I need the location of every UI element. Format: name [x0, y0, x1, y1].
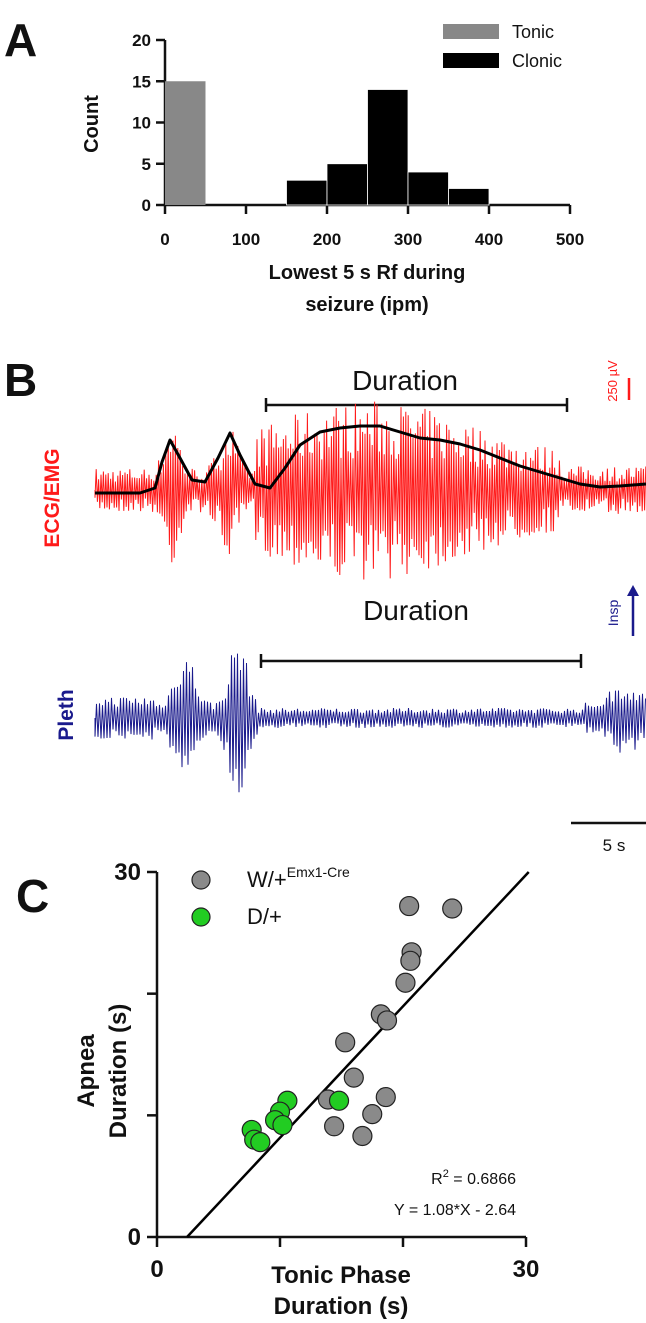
- arrow-up-icon: [627, 585, 639, 596]
- pleth-scale-label: Insp: [605, 600, 621, 627]
- scatter-point-d-group: [328, 1090, 350, 1111]
- legend-marker-d-group: [191, 907, 211, 927]
- scatter-point-w-group: [395, 972, 416, 993]
- panel-a-y-tick-label: 10: [132, 114, 151, 133]
- scatter-point-w-group: [400, 950, 421, 971]
- legend-swatch-tonic: [443, 24, 499, 39]
- scatter-point-w-group: [399, 895, 420, 917]
- panel-c-x-axis-label-line1: Tonic Phase: [271, 1262, 411, 1289]
- time-scale-label: 5 s: [603, 836, 626, 855]
- panel-c-x-axis-label-line2: Duration (s): [274, 1293, 409, 1320]
- r-squared-main: R: [431, 1171, 443, 1188]
- histogram-bar-clonic: [367, 89, 409, 206]
- duration-label-bottom: Duration: [363, 595, 469, 626]
- panel-c-y-tick-label: 30: [114, 859, 141, 886]
- legend-swatch-clonic: [443, 53, 499, 68]
- legend-marker-w-group: [191, 870, 211, 890]
- panel-a-bars: [165, 81, 490, 206]
- time-scale-bar: 5 s: [571, 821, 646, 855]
- r-squared-value: = 0.6866: [449, 1171, 516, 1188]
- panel-a-y-tick-label: 0: [142, 196, 151, 215]
- panel-a-x-tick-label: 500: [556, 230, 584, 249]
- scatter-point-d-group: [250, 1131, 271, 1153]
- ecg-scale-bar: 250 µV: [605, 360, 631, 402]
- panel-a-x-tick-label: 300: [394, 230, 422, 249]
- legend-label-w-main: W/+: [247, 867, 287, 892]
- pleth-trace: [94, 653, 646, 793]
- ecg-scale-label: 250 µV: [605, 360, 620, 402]
- panel-a-x-tick-label: 0: [160, 230, 169, 249]
- panel-a-x-tick-label: 400: [475, 230, 503, 249]
- scatter-point-w-group: [352, 1125, 373, 1147]
- legend-label-d-group: D/+: [247, 904, 282, 929]
- panel-c-axes: 0 30 0 30: [114, 859, 539, 1283]
- histogram-bar-clonic: [407, 171, 449, 206]
- panel-label-b: B: [4, 354, 37, 406]
- panel-a-y-tick-label: 15: [132, 72, 151, 91]
- panel-label-c: C: [16, 870, 49, 922]
- panel-a-y-tick-label: 5: [142, 155, 151, 174]
- panel-a-x-axis-label-line2: seizure (ipm): [305, 294, 428, 316]
- scatter-point-w-group: [335, 1032, 356, 1053]
- panel-c-y-axis-label-line1: Apnea: [73, 1034, 100, 1108]
- histogram-bar-tonic: [165, 81, 206, 205]
- panel-a-x-tick-label: 100: [232, 230, 260, 249]
- duration-bracket-bottom: Duration: [259, 595, 583, 668]
- panel-c-legend: W/+Emx1-Cre D/+: [191, 864, 350, 929]
- legend-label-clonic: Clonic: [512, 51, 562, 71]
- ecg-envelope-trace: [95, 424, 646, 495]
- scatter-point-w-group: [442, 898, 463, 919]
- panel-a-x-axis-label-line1: Lowest 5 s Rf during: [269, 262, 466, 284]
- pleth-channel-label: Pleth: [55, 689, 78, 740]
- histogram-bar-clonic: [286, 179, 328, 206]
- r-squared-annotation: R2 = 0.6866: [431, 1168, 516, 1188]
- panel-c-x-tick-label: 30: [513, 1256, 540, 1283]
- ecg-emg-trace: [94, 401, 646, 580]
- legend-label-w-group: W/+Emx1-Cre: [247, 864, 350, 892]
- panel-c-y-axis-label-line2: Duration (s): [105, 1004, 132, 1139]
- panel-b: B ECG/EMG Pleth Duration Duration 250 µV…: [4, 354, 646, 855]
- histogram-bar-clonic: [326, 163, 368, 206]
- panel-a-y-axis-label: Count: [81, 95, 103, 153]
- scatter-point-w-group: [343, 1067, 364, 1088]
- scatter-point-w-group: [362, 1104, 383, 1125]
- r-squared-superscript: 2: [443, 1168, 449, 1180]
- scatter-point-w-group: [324, 1116, 345, 1137]
- panel-c-x-tick-label: 0: [150, 1256, 163, 1283]
- duration-bracket-top: Duration: [264, 365, 569, 412]
- duration-label-top: Duration: [352, 365, 458, 396]
- panel-a-x-tick-label: 200: [313, 230, 341, 249]
- scatter-point-w-group: [375, 1086, 396, 1108]
- regression-line: [186, 871, 530, 1238]
- panel-a-legend: Tonic Clonic: [443, 22, 562, 71]
- histogram-bar-clonic: [448, 188, 490, 206]
- panel-c-y-tick-label: 0: [128, 1224, 141, 1251]
- panel-label-a: A: [4, 14, 37, 66]
- pleth-scale-bar: Insp: [605, 585, 639, 636]
- ecg-channel-label: ECG/EMG: [41, 448, 64, 547]
- legend-label-tonic: Tonic: [512, 22, 554, 42]
- scatter-point-w-group: [376, 1010, 398, 1031]
- regression-equation: Y = 1.08*X - 2.64: [394, 1202, 516, 1219]
- legend-label-w-superscript: Emx1-Cre: [287, 864, 350, 880]
- scatter-point-d-group: [272, 1114, 293, 1136]
- panel-a-y-tick-label: 20: [132, 31, 151, 50]
- panel-c-points: [241, 895, 463, 1153]
